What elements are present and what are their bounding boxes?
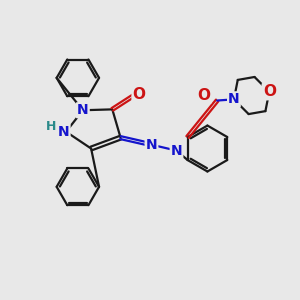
Text: N: N [171, 144, 182, 158]
Text: N: N [228, 92, 240, 106]
Text: O: O [197, 88, 210, 103]
Text: O: O [263, 84, 276, 99]
Text: N: N [58, 125, 70, 139]
Text: H: H [46, 120, 56, 133]
Text: O: O [133, 87, 146, 102]
Text: N: N [146, 138, 157, 152]
Text: N: N [77, 103, 89, 117]
